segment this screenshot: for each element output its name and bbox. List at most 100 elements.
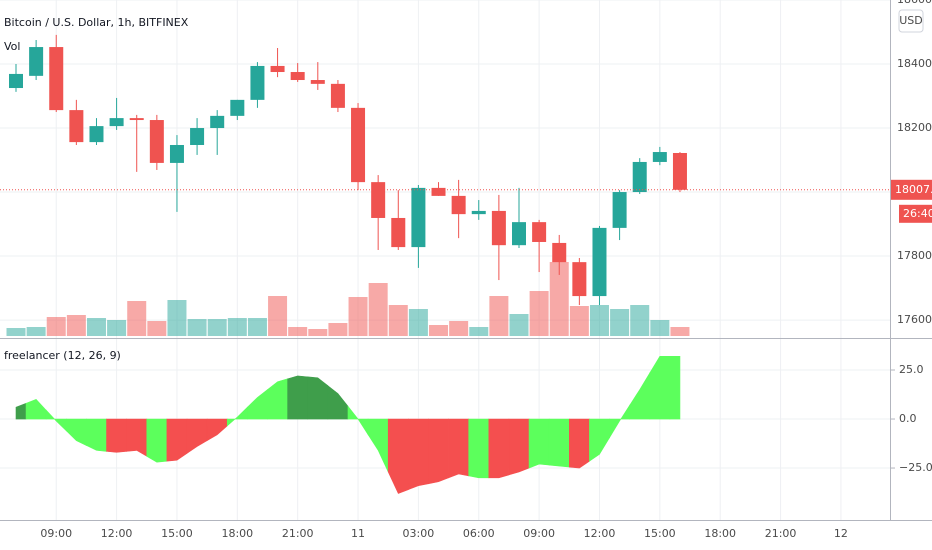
- histogram-segment: [86, 418, 107, 452]
- candle-body: [190, 128, 205, 145]
- axes: 09:00 12:00 15:00 18:00 21:00 11 03:00 06:00 09:…: [40, 0, 932, 540]
- y-tick-label: 17800.0: [897, 249, 932, 262]
- chart-title: Bitcoin / U.S. Dollar, 1h, BITFINEX: [4, 16, 189, 29]
- volume-bar: [227, 318, 247, 336]
- candle-body: [9, 73, 23, 89]
- x-tick-label: 15:00: [644, 527, 676, 540]
- volume-bar: [328, 323, 348, 336]
- x-tick-label: 21:00: [765, 527, 797, 540]
- candle-body: [129, 118, 144, 121]
- volume-bar: [207, 319, 227, 336]
- y-tick-label: 18400.0: [897, 57, 932, 70]
- candle-body: [351, 107, 366, 183]
- x-tick-label: 11: [351, 527, 365, 540]
- volume-bar: [650, 320, 670, 336]
- candle-body: [169, 144, 184, 163]
- histogram-segment: [669, 355, 681, 420]
- histogram-segment: [528, 418, 550, 469]
- x-tick-label: 03:00: [403, 527, 435, 540]
- plot: [0, 34, 890, 494]
- histogram-segment: [267, 378, 288, 420]
- volume-bar: [509, 314, 529, 336]
- countdown-label: 26:40: [903, 207, 932, 220]
- candle-body: [632, 161, 647, 193]
- volume-bar: [589, 305, 609, 336]
- volume-bar: [288, 327, 308, 336]
- x-tick-label: 12:00: [584, 527, 616, 540]
- candle-body: [451, 195, 466, 215]
- volume-bar: [308, 329, 328, 336]
- histogram-segment: [548, 418, 570, 468]
- histogram-segment: [468, 418, 490, 479]
- histogram-segment: [126, 418, 148, 457]
- histogram-segment: [508, 418, 530, 476]
- volume-bar: [127, 301, 147, 336]
- volume-bar: [630, 305, 650, 336]
- candle-body: [250, 65, 265, 100]
- candle-body: [672, 152, 687, 190]
- x-tick-label: 18:00: [704, 527, 736, 540]
- histogram-segment: [166, 418, 188, 462]
- histogram-segment: [66, 418, 87, 446]
- histogram-segment: [247, 388, 268, 420]
- volume-bar: [107, 320, 127, 336]
- candle-body: [431, 187, 446, 196]
- candle-body: [210, 115, 225, 129]
- volume-bar: [429, 325, 449, 336]
- x-tick-label: 09:00: [523, 527, 555, 540]
- y-tick-label: 17600.0: [897, 313, 932, 326]
- countdown-tag: [899, 204, 932, 223]
- y-tick-label: 0.0: [899, 412, 917, 425]
- histogram-segment: [609, 404, 630, 439]
- histogram-segment: [408, 418, 429, 491]
- candle-body: [411, 187, 426, 248]
- volume-bar: [670, 327, 690, 336]
- histogram-segment: [589, 418, 610, 462]
- last-price-label: 18007.0: [895, 183, 932, 196]
- x-tick-label: 21:00: [282, 527, 314, 540]
- volume-bar: [388, 305, 408, 336]
- volume-bar: [187, 319, 207, 336]
- candle-body: [371, 182, 386, 218]
- currency-button[interactable]: [898, 9, 924, 33]
- volume-label: Vol: [4, 40, 20, 53]
- volume-bar: [66, 315, 86, 336]
- y-tick-label: 25.0: [899, 363, 924, 376]
- volume-bar: [569, 306, 589, 336]
- volume-bar: [247, 318, 267, 336]
- volume-bar: [529, 291, 549, 336]
- histogram-segment: [568, 418, 590, 469]
- candle-body: [270, 65, 285, 73]
- candle-body: [592, 227, 607, 297]
- candle-body: [471, 210, 486, 215]
- histogram-segment: [387, 418, 409, 494]
- candle-body: [29, 47, 44, 76]
- candle-body: [572, 262, 587, 297]
- volume-bar: [469, 327, 489, 336]
- volume-bar: [147, 321, 167, 336]
- volume-bar: [610, 309, 630, 336]
- histogram-segment: [186, 418, 208, 454]
- volume-bar: [167, 300, 187, 336]
- y-tick-label: 18200.0: [897, 121, 932, 134]
- histogram-segment: [448, 418, 470, 479]
- histogram-segment: [629, 371, 651, 420]
- candle-body: [652, 152, 667, 162]
- histogram-segment: [307, 376, 329, 420]
- candle-body: [69, 110, 84, 143]
- volume-bar: [26, 327, 46, 336]
- histogram-segment: [287, 375, 309, 420]
- histogram-segment: [146, 418, 168, 463]
- volume-bar: [86, 318, 106, 336]
- currency-label[interactable]: USD: [899, 14, 923, 27]
- volume-bar: [348, 297, 368, 336]
- indicator-title: freelancer (12, 26, 9): [4, 349, 121, 362]
- volume-bar: [549, 262, 569, 336]
- histogram-segment: [649, 355, 671, 420]
- volume-bar: [46, 317, 66, 336]
- x-tick-label: 09:00: [40, 527, 72, 540]
- candle-body: [330, 83, 345, 108]
- candle-body: [49, 47, 64, 111]
